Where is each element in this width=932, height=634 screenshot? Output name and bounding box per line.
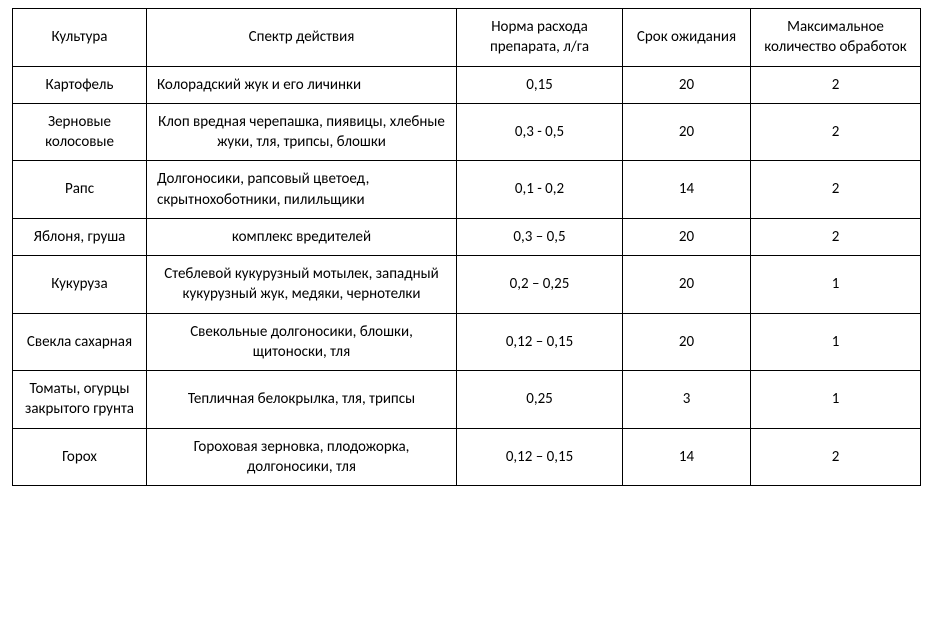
cell-waiting: 20 [623,313,751,371]
pesticide-table: Культура Спектр действия Норма расхода п… [12,8,921,486]
cell-rate: 0,12 – 0,15 [457,313,623,371]
table-row: Свекла сахарнаяСвекольные долгоносики, б… [13,313,921,371]
cell-max: 2 [751,103,921,161]
cell-waiting: 20 [623,218,751,255]
cell-waiting: 3 [623,371,751,429]
table-row: КукурузаСтеблевой кукурузный мотылек, за… [13,256,921,314]
cell-spectrum: Гороховая зерновка, плодожорка, долгонос… [147,428,457,486]
table-body: КартофельКолорадский жук и его личинки0,… [13,66,921,486]
cell-spectrum: Стеблевой кукурузный мотылек, западный к… [147,256,457,314]
cell-rate: 0,25 [457,371,623,429]
table-row: Томаты, огурцы закрытого грунтаТепличная… [13,371,921,429]
cell-culture: Томаты, огурцы закрытого грунта [13,371,147,429]
table-row: КартофельКолорадский жук и его личинки0,… [13,66,921,103]
cell-max: 2 [751,428,921,486]
table-header-row: Культура Спектр действия Норма расхода п… [13,9,921,67]
cell-max: 1 [751,313,921,371]
cell-max: 1 [751,256,921,314]
table-row: РапсДолгоносики, рапсовый цветоед, скрыт… [13,161,921,219]
cell-spectrum: Клоп вредная черепашка, пиявицы, хлебные… [147,103,457,161]
cell-culture: Горох [13,428,147,486]
cell-spectrum: комплекс вредителей [147,218,457,255]
cell-rate: 0,12 – 0,15 [457,428,623,486]
table-row: Яблоня, грушакомплекс вредителей0,3 – 0,… [13,218,921,255]
cell-rate: 0,2 – 0,25 [457,256,623,314]
cell-spectrum: Тепличная белокрылка, тля, трипсы [147,371,457,429]
table-row: ГорохГороховая зерновка, плодожорка, дол… [13,428,921,486]
cell-waiting: 14 [623,161,751,219]
cell-rate: 0,15 [457,66,623,103]
cell-culture: Яблоня, груша [13,218,147,255]
cell-waiting: 20 [623,103,751,161]
cell-waiting: 14 [623,428,751,486]
cell-waiting: 20 [623,256,751,314]
cell-max: 2 [751,218,921,255]
cell-culture: Рапс [13,161,147,219]
cell-rate: 0,1 - 0,2 [457,161,623,219]
cell-spectrum: Свекольные долгоносики, блошки, щитоноск… [147,313,457,371]
cell-max: 1 [751,371,921,429]
cell-waiting: 20 [623,66,751,103]
cell-culture: Кукуруза [13,256,147,314]
cell-rate: 0,3 – 0,5 [457,218,623,255]
table-row: Зерновые колосовыеКлоп вредная черепашка… [13,103,921,161]
col-header-max: Максимальное количество обработок [751,9,921,67]
cell-culture: Картофель [13,66,147,103]
col-header-spectrum: Спектр действия [147,9,457,67]
col-header-waiting: Срок ожидания [623,9,751,67]
cell-spectrum: Долгоносики, рапсовый цветоед, скрытнохо… [147,161,457,219]
cell-culture: Зерновые колосовые [13,103,147,161]
cell-max: 2 [751,66,921,103]
cell-max: 2 [751,161,921,219]
cell-rate: 0,3 - 0,5 [457,103,623,161]
cell-culture: Свекла сахарная [13,313,147,371]
cell-spectrum: Колорадский жук и его личинки [147,66,457,103]
col-header-rate: Норма расхода препарата, л/га [457,9,623,67]
col-header-culture: Культура [13,9,147,67]
